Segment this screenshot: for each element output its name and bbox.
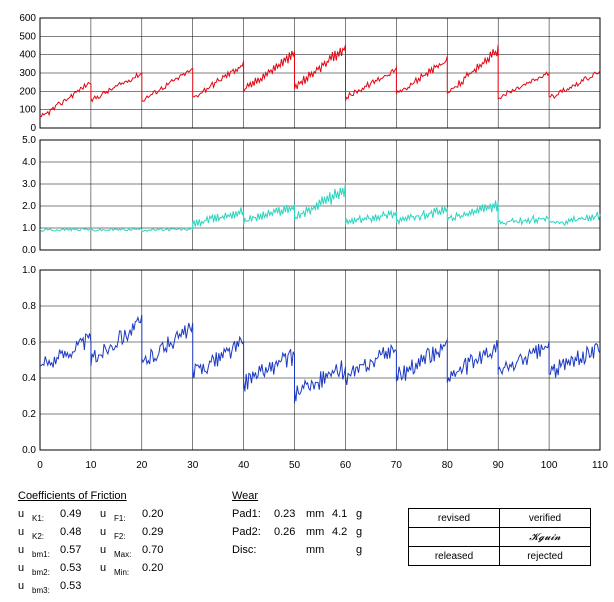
x-tick-label: 30 — [187, 460, 199, 471]
x-tick-label: 80 — [442, 460, 454, 471]
wear-row: Pad2:0.26mm4.2g — [232, 522, 370, 540]
coef-row: ubm2:0.53uMin:0.20 — [18, 558, 176, 576]
revised-sign — [409, 528, 500, 547]
y-tick-label: 600 — [19, 13, 36, 24]
y-tick-label: 300 — [19, 68, 36, 79]
coef-row: ubm1:0.57uMax:0.70 — [18, 540, 176, 558]
series-line — [40, 182, 600, 231]
y-tick-label: 0.2 — [22, 409, 36, 420]
y-tick-label: 0.6 — [22, 337, 36, 348]
x-tick-label: 40 — [238, 460, 250, 471]
x-tick-label: 0 — [37, 460, 43, 471]
x-tick-label: 70 — [391, 460, 403, 471]
wear-row: Disc:mmg — [232, 540, 370, 558]
signoff-box: revised verified 𝓚𝓰𝓾𝓲𝓷 released rejected — [408, 508, 591, 566]
y-tick-label: 1.0 — [22, 223, 36, 234]
x-tick-label: 50 — [289, 460, 301, 471]
x-tick-label: 20 — [136, 460, 148, 471]
panel-border — [40, 140, 600, 250]
panel-border — [40, 270, 600, 450]
y-tick-label: 5.0 — [22, 135, 36, 146]
coef-row: uK2:0.48uF2:0.29 — [18, 522, 176, 540]
coef-header: Coefficients of Friction — [18, 490, 127, 502]
series-line — [40, 45, 600, 117]
y-tick-label: 2.0 — [22, 201, 36, 212]
coef-row: uK1:0.49uF1:0.20 — [18, 504, 176, 522]
x-tick-label: 10 — [85, 460, 97, 471]
verified-cell: verified — [500, 509, 591, 528]
y-tick-label: 400 — [19, 50, 36, 61]
x-tick-label: 60 — [340, 460, 352, 471]
y-tick-label: 0.8 — [22, 301, 36, 312]
y-tick-label: 3.0 — [22, 179, 36, 190]
y-tick-label: 100 — [19, 105, 36, 116]
y-tick-label: 200 — [19, 86, 36, 97]
x-tick-label: 90 — [493, 460, 505, 471]
y-tick-label: 500 — [19, 31, 36, 42]
y-tick-label: 0 — [30, 123, 36, 134]
released-cell: released — [409, 547, 500, 566]
x-tick-label: 110 — [592, 460, 608, 471]
x-tick-label: 100 — [541, 460, 558, 471]
y-tick-label: 0.4 — [22, 373, 36, 384]
revised-cell: revised — [409, 509, 500, 528]
rejected-cell: rejected — [500, 547, 591, 566]
y-tick-label: 1.0 — [22, 265, 36, 276]
coef-row: ubm3:0.53 — [18, 576, 176, 594]
wear-header: Wear — [232, 490, 258, 502]
y-tick-label: 4.0 — [22, 157, 36, 168]
y-tick-label: 0.0 — [22, 245, 36, 256]
verified-sign: 𝓚𝓰𝓾𝓲𝓷 — [500, 528, 591, 547]
wear-row: Pad1:0.23mm4.1g — [232, 504, 370, 522]
series-line — [40, 315, 600, 403]
y-tick-label: 0.0 — [22, 445, 36, 456]
